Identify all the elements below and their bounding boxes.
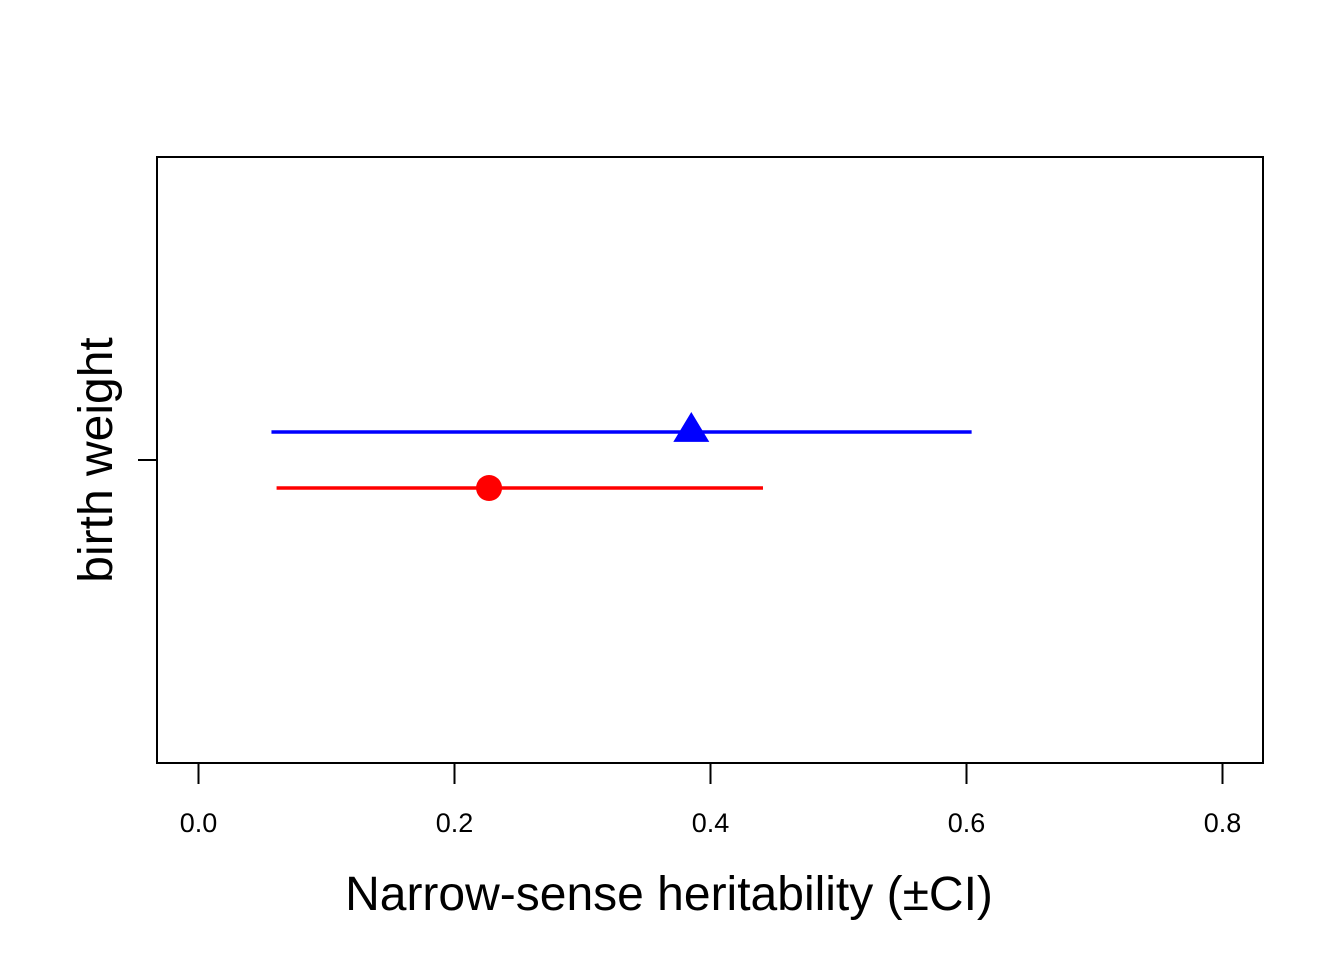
x-tick-label: 0.6 [948, 808, 986, 838]
estimate-circle [476, 475, 503, 501]
x-tick-label: 0.4 [692, 808, 730, 838]
plot-frame [156, 156, 1264, 764]
y-axis: birth weight [70, 337, 157, 583]
x-axis-title: Narrow-sense heritability (±CI) [345, 868, 993, 921]
estimate-triangle [673, 412, 710, 442]
data-marks [271, 412, 972, 501]
x-tick-label: 0.0 [180, 808, 218, 838]
x-tick-label: 0.8 [1204, 808, 1242, 838]
y-category-label: birth weight [70, 337, 123, 582]
x-tick-label: 0.2 [436, 808, 474, 838]
x-axis: 0.0 0.2 0.4 0.6 0.8 [180, 762, 1242, 838]
